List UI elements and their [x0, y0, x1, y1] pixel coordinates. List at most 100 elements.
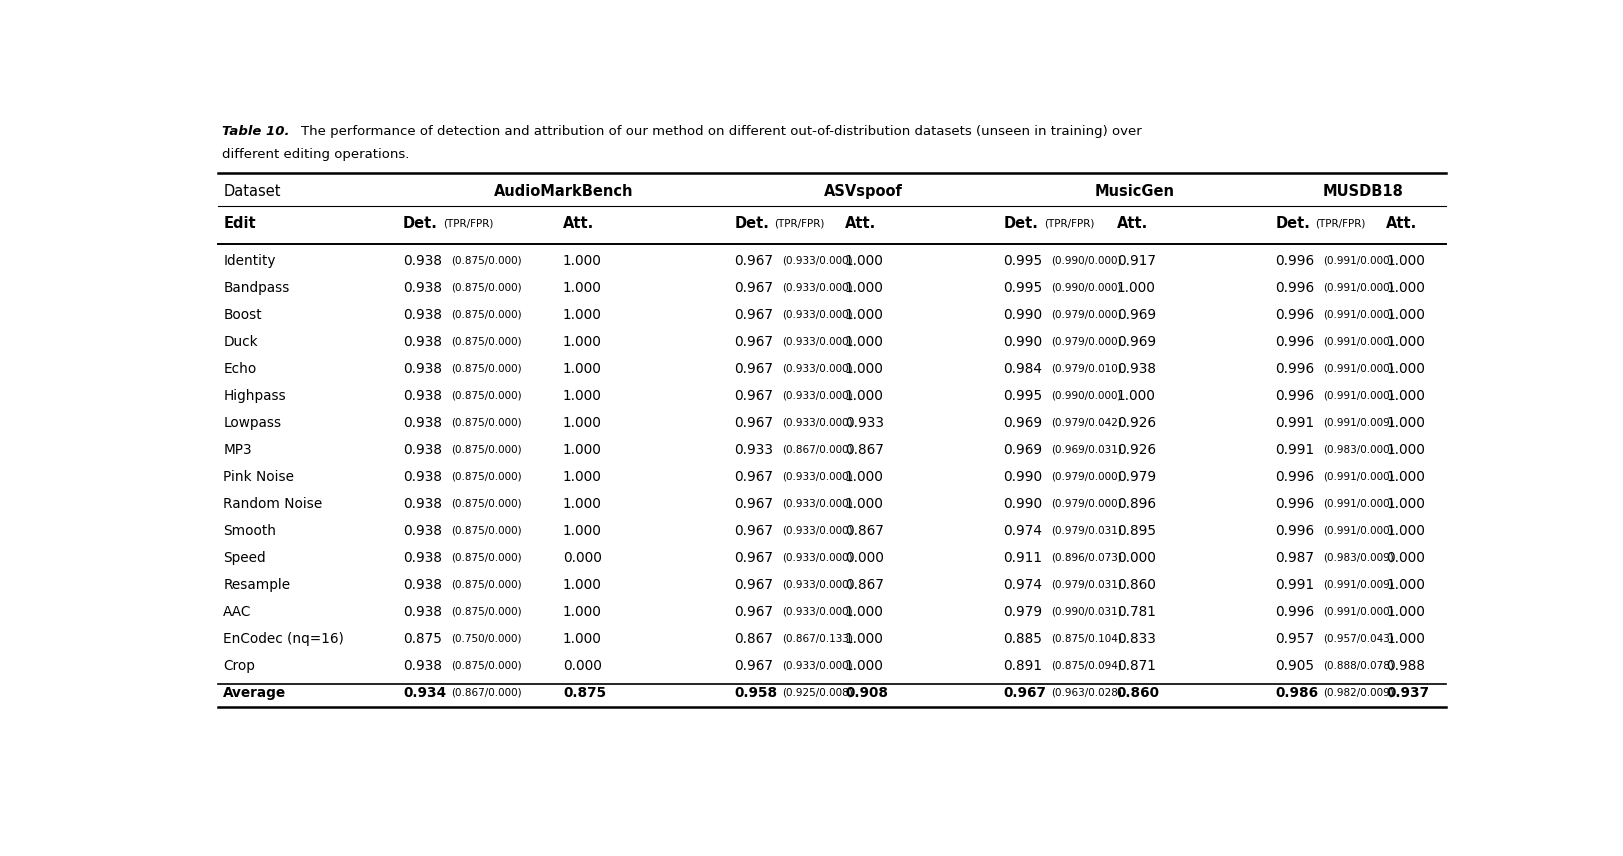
Text: 0.933: 0.933	[734, 443, 773, 457]
Text: 1.000: 1.000	[844, 496, 883, 511]
Text: (0.867/0.000): (0.867/0.000)	[782, 445, 852, 455]
Text: AudioMarkBench: AudioMarkBench	[493, 183, 633, 199]
Text: (0.979/0.000): (0.979/0.000)	[1050, 472, 1121, 482]
Text: 0.974: 0.974	[1003, 578, 1042, 591]
Text: Det.: Det.	[1274, 217, 1310, 231]
Text: 1.000: 1.000	[563, 632, 602, 646]
Text: 0.938: 0.938	[403, 550, 441, 565]
Text: 0.867: 0.867	[844, 578, 883, 591]
Text: Speed: Speed	[222, 550, 266, 565]
Text: 0.974: 0.974	[1003, 524, 1042, 538]
Text: (0.867/0.133): (0.867/0.133)	[782, 633, 852, 644]
Text: 0.995: 0.995	[1003, 281, 1042, 294]
Text: (0.933/0.000): (0.933/0.000)	[782, 418, 852, 428]
Text: 0.967: 0.967	[734, 335, 773, 348]
Text: 0.938: 0.938	[403, 361, 441, 376]
Text: (0.991/0.000): (0.991/0.000)	[1323, 499, 1393, 508]
Text: 0.000: 0.000	[563, 550, 602, 565]
Text: 1.000: 1.000	[563, 470, 602, 484]
Text: 1.000: 1.000	[563, 443, 602, 457]
Text: 0.911: 0.911	[1003, 550, 1042, 565]
Text: 1.000: 1.000	[563, 253, 602, 268]
Text: (0.991/0.000): (0.991/0.000)	[1323, 390, 1393, 401]
Text: 1.000: 1.000	[563, 524, 602, 538]
Text: (0.979/0.000): (0.979/0.000)	[1050, 336, 1121, 347]
Text: 1.000: 1.000	[844, 253, 883, 268]
Text: (TPR/FPR): (TPR/FPR)	[443, 219, 493, 229]
Text: 1.000: 1.000	[844, 361, 883, 376]
Text: 0.833: 0.833	[1117, 632, 1156, 646]
Text: (0.875/0.000): (0.875/0.000)	[451, 282, 521, 293]
Text: 1.000: 1.000	[844, 659, 883, 673]
Text: (TPR/FPR): (TPR/FPR)	[1044, 219, 1094, 229]
Text: 1.000: 1.000	[1386, 253, 1423, 268]
Text: 0.967: 0.967	[1003, 686, 1045, 700]
Text: (0.979/0.042): (0.979/0.042)	[1050, 418, 1121, 428]
Text: AAC: AAC	[222, 605, 252, 619]
Text: (0.933/0.000): (0.933/0.000)	[782, 364, 852, 373]
Text: 0.990: 0.990	[1003, 307, 1042, 322]
Text: (TPR/FPR): (TPR/FPR)	[774, 219, 824, 229]
Text: 0.996: 0.996	[1274, 470, 1313, 484]
Text: different editing operations.: different editing operations.	[222, 147, 409, 161]
Text: 0.938: 0.938	[403, 578, 441, 591]
Text: Det.: Det.	[403, 217, 438, 231]
Text: 0.990: 0.990	[1003, 335, 1042, 348]
Text: (0.979/0.000): (0.979/0.000)	[1050, 310, 1121, 319]
Text: 1.000: 1.000	[1386, 578, 1423, 591]
Text: (0.933/0.000): (0.933/0.000)	[782, 526, 852, 536]
Text: (0.933/0.000): (0.933/0.000)	[782, 661, 852, 671]
Text: (0.896/0.073): (0.896/0.073)	[1050, 553, 1121, 562]
Text: (0.991/0.000): (0.991/0.000)	[1323, 310, 1393, 319]
Text: (0.991/0.000): (0.991/0.000)	[1323, 336, 1393, 347]
Text: Boost: Boost	[222, 307, 261, 322]
Text: (0.933/0.000): (0.933/0.000)	[782, 553, 852, 562]
Text: Edit: Edit	[222, 217, 255, 231]
Text: (0.990/0.000): (0.990/0.000)	[1050, 390, 1121, 401]
Text: 0.967: 0.967	[734, 253, 773, 268]
Text: 1.000: 1.000	[563, 578, 602, 591]
Text: 0.781: 0.781	[1117, 605, 1156, 619]
Text: (0.933/0.000): (0.933/0.000)	[782, 282, 852, 293]
Text: 0.871: 0.871	[1117, 659, 1156, 673]
Text: 0.996: 0.996	[1274, 496, 1313, 511]
Text: 0.967: 0.967	[734, 550, 773, 565]
Text: 0.996: 0.996	[1274, 307, 1313, 322]
Text: (0.990/0.031): (0.990/0.031)	[1050, 607, 1121, 617]
Text: 0.867: 0.867	[734, 632, 773, 646]
Text: 0.938: 0.938	[403, 470, 441, 484]
Text: (0.933/0.000): (0.933/0.000)	[782, 336, 852, 347]
Text: 1.000: 1.000	[1386, 496, 1423, 511]
Text: 0.000: 0.000	[1386, 550, 1423, 565]
Text: Smooth: Smooth	[222, 524, 276, 538]
Text: 1.000: 1.000	[1386, 524, 1423, 538]
Text: 0.926: 0.926	[1117, 416, 1156, 430]
Text: 0.000: 0.000	[563, 659, 602, 673]
Text: 0.860: 0.860	[1117, 578, 1156, 591]
Text: 0.875: 0.875	[403, 632, 441, 646]
Text: (0.963/0.028): (0.963/0.028)	[1050, 688, 1121, 698]
Text: 0.967: 0.967	[734, 524, 773, 538]
Text: (0.979/0.010): (0.979/0.010)	[1050, 364, 1121, 373]
Text: 1.000: 1.000	[563, 416, 602, 430]
Text: 1.000: 1.000	[844, 307, 883, 322]
Text: Det.: Det.	[734, 217, 769, 231]
Text: 0.969: 0.969	[1117, 307, 1156, 322]
Text: 0.891: 0.891	[1003, 659, 1042, 673]
Text: 0.996: 0.996	[1274, 253, 1313, 268]
Text: 0.905: 0.905	[1274, 659, 1313, 673]
Text: (0.875/0.000): (0.875/0.000)	[451, 580, 521, 590]
Text: (0.867/0.000): (0.867/0.000)	[451, 688, 521, 698]
Text: 0.967: 0.967	[734, 361, 773, 376]
Text: (0.991/0.000): (0.991/0.000)	[1323, 364, 1393, 373]
Text: (0.990/0.000): (0.990/0.000)	[1050, 282, 1121, 293]
Text: (0.933/0.000): (0.933/0.000)	[782, 472, 852, 482]
Text: 0.938: 0.938	[403, 335, 441, 348]
Text: (0.991/0.000): (0.991/0.000)	[1323, 282, 1393, 293]
Text: 0.933: 0.933	[844, 416, 883, 430]
Text: 1.000: 1.000	[1386, 470, 1423, 484]
Text: 1.000: 1.000	[1386, 605, 1423, 619]
Text: 1.000: 1.000	[563, 281, 602, 294]
Text: Dataset: Dataset	[222, 183, 281, 199]
Text: 0.937: 0.937	[1386, 686, 1428, 700]
